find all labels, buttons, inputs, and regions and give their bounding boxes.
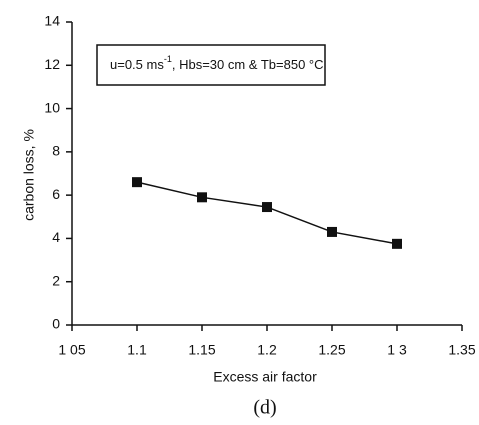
x-tick-label: 1.15 <box>188 342 215 358</box>
data-line <box>136 181 398 245</box>
y-tick-label: 10 <box>44 99 60 115</box>
y-tick-label: 4 <box>52 229 60 245</box>
data-point <box>132 177 142 188</box>
y-tick-label: 14 <box>44 13 60 29</box>
data-point <box>392 238 402 249</box>
annotation-text: u=0.5 ms <box>110 57 164 72</box>
y-tick-label: 2 <box>52 272 60 288</box>
x-tick-label: 1.25 <box>318 342 345 358</box>
caption: (d) <box>253 397 276 419</box>
annotation-text: , Hbs=30 cm & Tb=850 °C <box>172 57 324 72</box>
data-point <box>327 226 337 237</box>
annotation: u=0.5 ms-1, Hbs=30 cm & Tb=850 °C <box>110 54 324 72</box>
x-tick-label: 1.1 <box>127 342 147 358</box>
x-tick-label: 1 05 <box>58 342 85 358</box>
annotation-box <box>96 44 326 86</box>
x-tick-label: 1 3 <box>387 342 407 358</box>
y-tick-label: 0 <box>52 316 60 332</box>
x-axis-label: Excess air factor <box>213 369 317 385</box>
data-point <box>197 192 207 203</box>
x-tick-label: 1.35 <box>448 342 475 358</box>
x-tick-label: 1.2 <box>257 342 277 358</box>
annotation-superscript: -1 <box>164 54 172 64</box>
data-point <box>262 202 272 213</box>
y-tick-label: 8 <box>52 143 60 159</box>
y-axis-label: carbon loss, % <box>21 129 37 221</box>
y-tick-label: 12 <box>44 56 60 72</box>
y-tick-label: 6 <box>52 186 60 202</box>
